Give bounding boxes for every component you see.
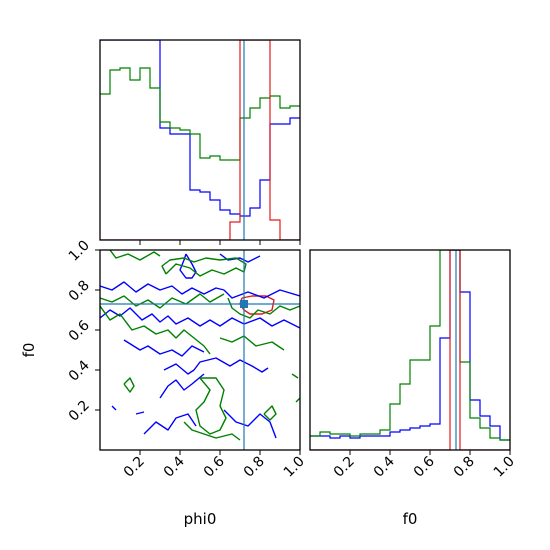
contour-blue — [100, 307, 300, 329]
contour-green — [227, 297, 300, 319]
contour-blue — [223, 409, 277, 439]
f0-marginal-frame — [309, 249, 511, 451]
f0-marginal-xtick-label: 0.4 — [371, 453, 398, 480]
contour-green — [291, 373, 299, 379]
f0-histogram-green — [310, 250, 510, 441]
joint-panel: 0.2 0.4 0.6 0.8 1.0 0.2 0.4 0.6 0.8 1.0 phi0 f0 — [20, 238, 308, 528]
contour-green — [109, 250, 161, 261]
f0-histogram-area — [310, 250, 510, 450]
joint-ytick-label: 0.6 — [66, 317, 93, 344]
joint-xtick-label: 1.0 — [281, 454, 308, 481]
x-axis-label-phi0: phi0 — [184, 510, 217, 528]
contour-green — [100, 305, 211, 355]
phi0-histogram-red — [100, 40, 300, 240]
contour-blue — [143, 413, 197, 435]
contour-blue — [100, 281, 225, 295]
contour-blue — [135, 411, 145, 415]
joint-frame — [99, 249, 301, 451]
joint-contour-area — [100, 250, 300, 441]
contour-blue — [123, 339, 205, 357]
joint-ytick-label: 0.8 — [66, 278, 93, 305]
contour-blue — [223, 289, 300, 299]
phi0-marginal-ticks — [139, 240, 301, 245]
f0-marginal-xtick-label: 0.6 — [411, 453, 438, 480]
contour-blue — [163, 357, 269, 375]
f0-marginal-xtick-label: 1.0 — [491, 454, 518, 481]
contour-green — [100, 293, 225, 309]
f0-histogram-blue — [310, 250, 510, 441]
y-axis-label-f0: f0 — [20, 343, 38, 358]
phi0-histogram-green — [100, 67, 300, 161]
contour-blue — [219, 253, 261, 263]
contour-green — [161, 257, 247, 277]
f0-marginal-xtick-label: 0.2 — [331, 454, 358, 481]
joint-xtick-label: 0.6 — [201, 453, 228, 480]
contour-green — [295, 397, 300, 403]
f0-marginal-xtick-label: 0.8 — [451, 454, 478, 481]
f0-marginal-panel: 0.2 0.4 0.6 0.8 1.0 f0 — [309, 249, 518, 528]
contour-blue — [179, 253, 197, 279]
phi0-marginal-panel — [99, 39, 301, 245]
joint-ticks: 0.2 0.4 0.6 0.8 1.0 0.2 0.4 0.6 0.8 1.0 — [66, 238, 308, 481]
joint-ytick-label: 0.2 — [66, 398, 93, 425]
joint-ytick-label: 1.0 — [66, 238, 93, 265]
f0-marginal-ticks: 0.2 0.4 0.6 0.8 1.0 — [331, 450, 518, 481]
joint-truth-marker — [240, 300, 248, 308]
phi0-marginal-frame — [99, 39, 301, 241]
contour-green — [195, 377, 227, 435]
phi0-histogram-area — [100, 40, 300, 240]
contour-green — [183, 421, 241, 441]
contour-green — [263, 405, 277, 421]
phi0-histogram-blue — [100, 40, 300, 217]
joint-xtick-label: 0.8 — [241, 454, 268, 481]
joint-ytick-label: 0.4 — [66, 357, 93, 384]
joint-xtick-label: 0.4 — [161, 453, 188, 480]
joint-xtick-label: 0.2 — [121, 454, 148, 481]
contour-blue — [111, 405, 117, 411]
contour-green — [123, 377, 135, 393]
x-axis-label-f0: f0 — [403, 510, 418, 528]
contour-green — [219, 335, 285, 351]
contour-blue — [159, 373, 205, 399]
